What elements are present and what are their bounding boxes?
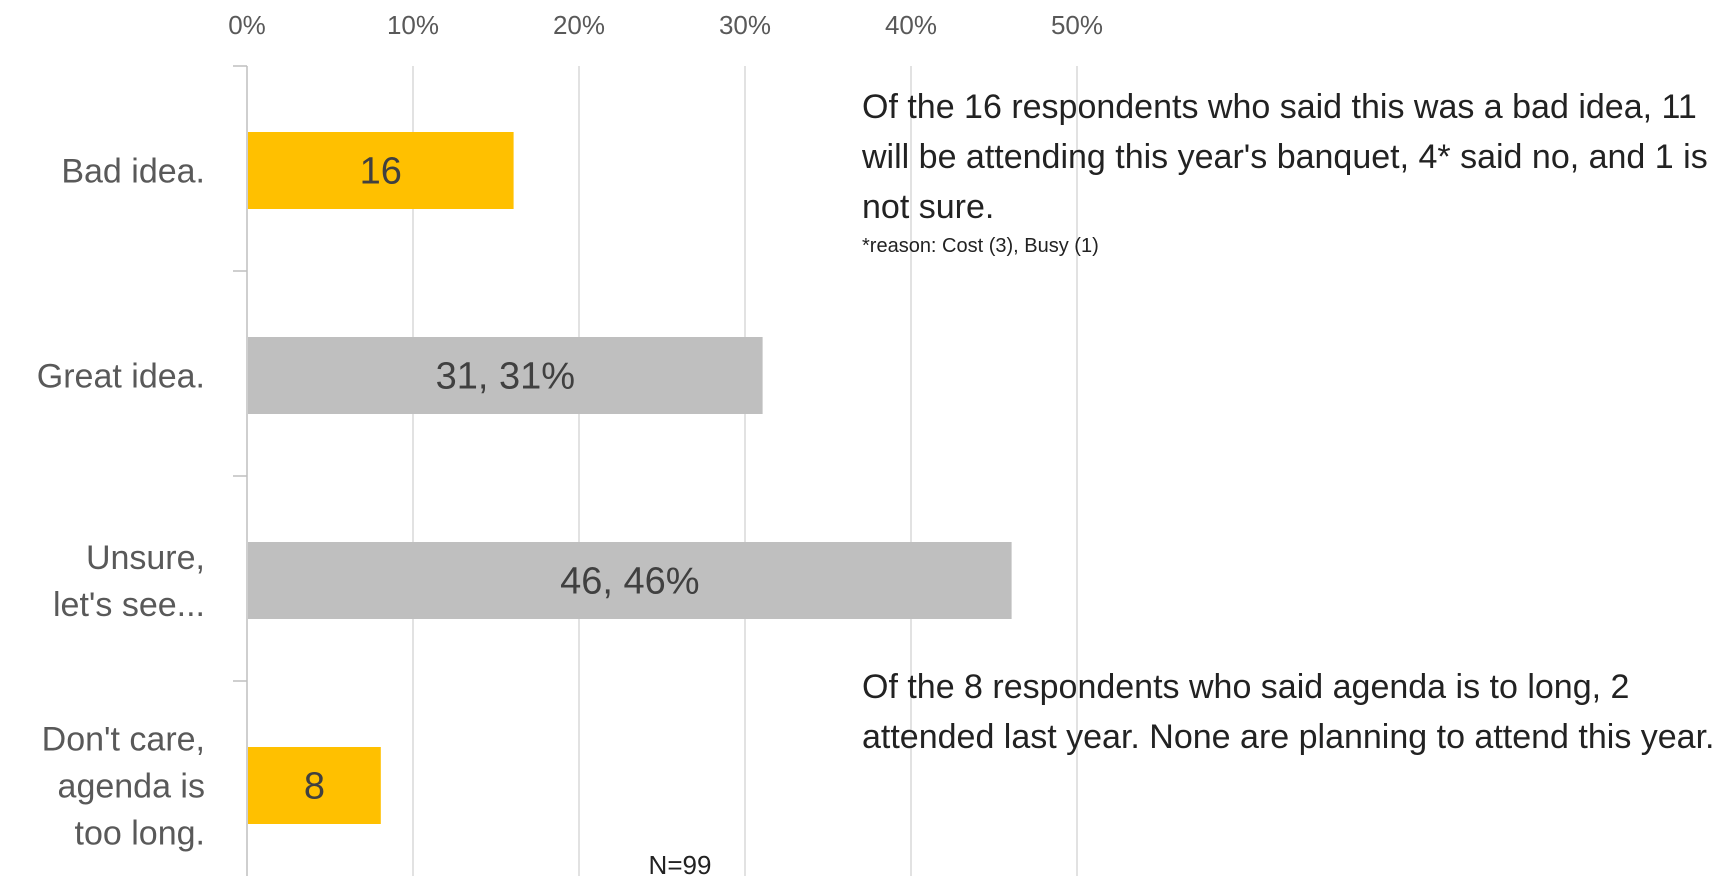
category-labels: Bad idea. Great idea. Unsure, let's see... D… bbox=[37, 153, 205, 853]
data-label: 8 bbox=[304, 766, 325, 808]
category-label: Unsure, bbox=[86, 539, 205, 577]
bar bbox=[248, 542, 1012, 619]
data-label: 31, 31% bbox=[436, 356, 575, 398]
dont-care-note: Of the 8 respondents who said agenda is … bbox=[862, 668, 1715, 756]
x-tick-label: 20% bbox=[553, 10, 605, 40]
x-tick-label: 30% bbox=[719, 10, 771, 40]
x-tick-label: 50% bbox=[1051, 10, 1103, 40]
x-tick-label: 10% bbox=[387, 10, 439, 40]
category-axis bbox=[233, 65, 248, 876]
x-axis-ticks: 0% 10% 20% 30% 40% 50% bbox=[228, 10, 1103, 40]
category-label: too long. bbox=[75, 815, 205, 853]
x-tick-label: 40% bbox=[885, 10, 937, 40]
bar bbox=[248, 132, 514, 209]
data-label: 46, 46% bbox=[560, 561, 699, 603]
bar bbox=[248, 747, 381, 824]
category-label: agenda is bbox=[58, 768, 205, 806]
category-label: Bad idea. bbox=[61, 153, 205, 191]
bars bbox=[248, 132, 1012, 824]
x-tick-label: 0% bbox=[228, 10, 266, 40]
footnote: *reason: Cost (3), Busy (1) bbox=[862, 235, 1099, 257]
data-labels: 16 31, 31% 46, 46% 8 bbox=[304, 151, 700, 808]
category-label: Great idea. bbox=[37, 358, 205, 396]
data-label: 16 bbox=[360, 151, 402, 193]
gridlines bbox=[412, 66, 1078, 876]
category-label: let's see... bbox=[53, 586, 205, 624]
sample-size-label: N=99 bbox=[648, 850, 712, 880]
bar bbox=[248, 337, 763, 414]
bad-idea-note: Of the 16 respondents who said this was … bbox=[862, 88, 1708, 226]
category-label: Don't care, bbox=[42, 721, 205, 759]
